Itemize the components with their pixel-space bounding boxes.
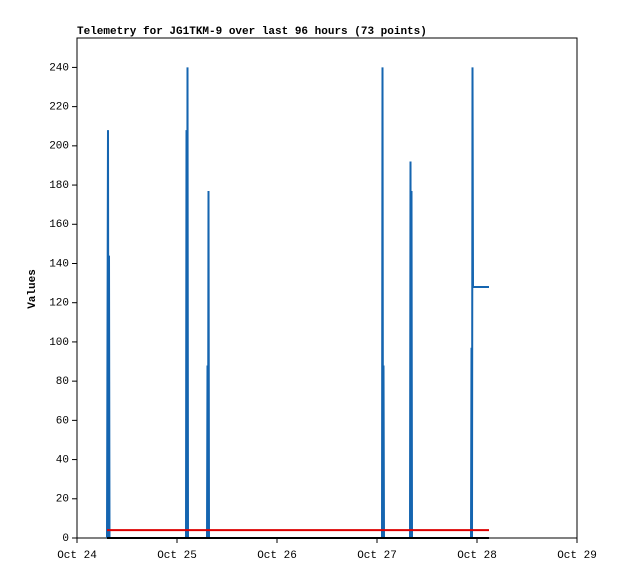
y-axis-label: Values	[27, 269, 39, 309]
y-tick-label: 100	[49, 337, 69, 349]
y-tick-label: 80	[56, 376, 69, 388]
y-tick-label: 220	[49, 102, 69, 114]
chart-title: Telemetry for JG1TKM-9 over last 96 hour…	[77, 26, 427, 38]
y-tick-label: 140	[49, 258, 69, 270]
y-tick-label: 180	[49, 180, 69, 192]
x-tick-label: Oct 24	[57, 550, 97, 562]
y-tick-label: 240	[49, 62, 69, 74]
y-tick-label: 120	[49, 298, 69, 310]
y-tick-label: 20	[56, 494, 69, 506]
y-tick-label: 160	[49, 219, 69, 231]
y-tick-label: 40	[56, 454, 69, 466]
x-tick-label: Oct 25	[157, 550, 197, 562]
x-tick-label: Oct 29	[557, 550, 597, 562]
x-tick-label: Oct 28	[457, 550, 497, 562]
x-tick-label: Oct 26	[257, 550, 297, 562]
y-tick-label: 60	[56, 415, 69, 427]
y-tick-label: 0	[62, 533, 69, 545]
y-tick-label: 200	[49, 141, 69, 153]
x-tick-label: Oct 27	[357, 550, 397, 562]
